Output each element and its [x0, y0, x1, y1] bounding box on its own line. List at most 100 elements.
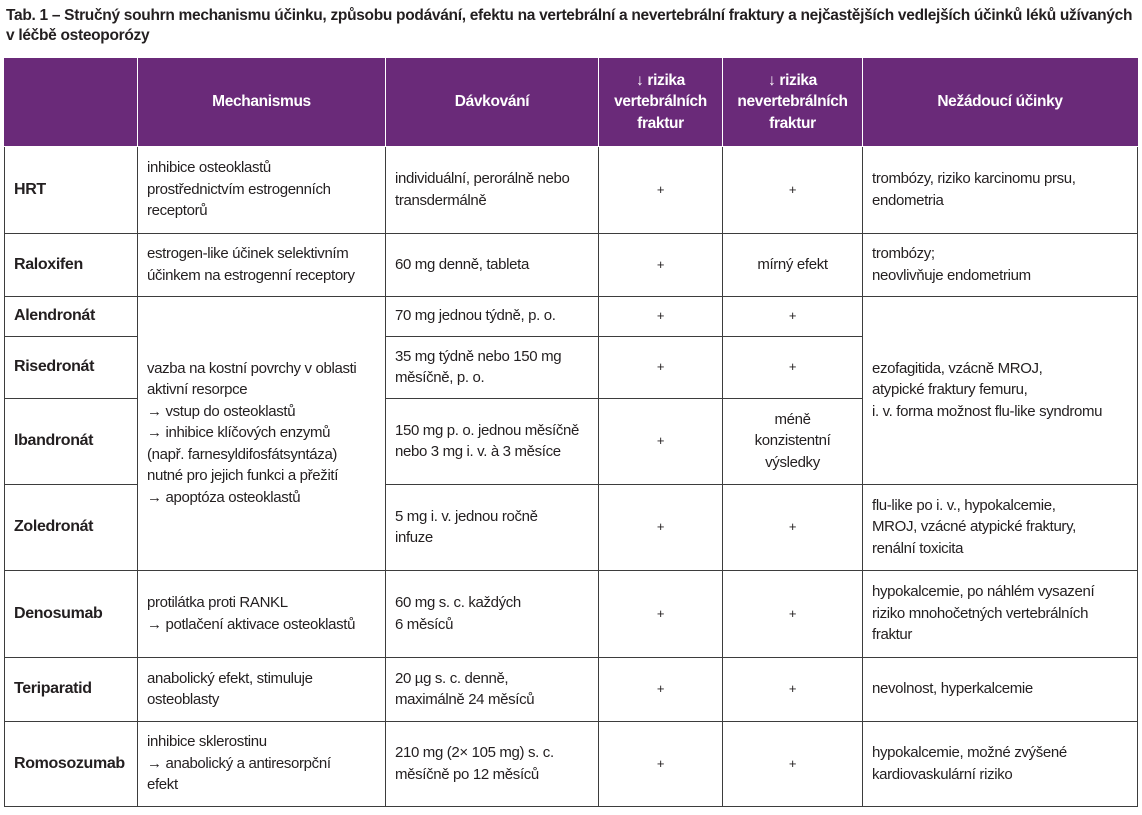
cell-line: 70 mg jednou týdně, p. o.	[395, 307, 556, 325]
nonvertebral-effect: méně konzistentní výsledky	[722, 397, 863, 485]
cell-line: trombózy, riziko karcinomu prsu,	[872, 170, 1076, 187]
header-vertebral-line: ↓ rizika	[636, 71, 685, 89]
nonvertebral-effect: +	[722, 295, 863, 337]
cell-line: → potlačení aktivace osteoklastů	[147, 615, 356, 633]
cell-line: protilátka proti RANKL	[147, 594, 288, 611]
header-adverse-effects: Nežádoucí účinky	[862, 58, 1138, 147]
cell-line: 60 mg s. c. každých	[395, 594, 521, 611]
header-nonvertebral-risk: ↓ rizika nevertebrálních fraktur	[722, 58, 863, 147]
cell-line: fraktur	[872, 626, 913, 644]
drug-name: Risedronát	[4, 335, 138, 399]
vertebral-effect: +	[598, 656, 723, 722]
cell-line: → apoptóza osteoklastů	[147, 488, 301, 506]
vertebral-effect: +	[598, 232, 723, 297]
cell-line: → vstup do osteoklastů	[147, 402, 296, 420]
cell-line: trombózy;	[872, 245, 935, 262]
table-row-hrt: HRT inhibice osteoklastů prostřednictvím…	[4, 145, 1138, 234]
cell-line: anabolický efekt, stimuluje	[147, 669, 313, 687]
cell-line: nutné pro jejich funkci a přežití	[147, 467, 339, 485]
adverse-cell: hypokalcemie, po náhlém vysazení riziko …	[862, 569, 1138, 658]
cell-line: flu-like po i. v., hypokalcemie,	[872, 496, 1056, 514]
header-nonvertebral-line: fraktur	[769, 114, 816, 132]
table-row-romosozumab: Romosozumab inhibice sklerostinu → anabo…	[4, 720, 1138, 807]
cell-line: 60 mg denně, tableta	[395, 255, 529, 273]
nonvertebral-effect: +	[722, 720, 863, 807]
bisphosphonates-mechanism-cell: vazba na kostní povrchy v oblasti aktivn…	[137, 295, 386, 571]
nonvertebral-effect: +	[722, 335, 863, 399]
nonvertebral-effect: +	[722, 145, 863, 234]
cell-line: 20 µg s. c. denně,	[395, 669, 509, 687]
table-caption: Tab. 1 – Stručný souhrn mechanismu účink…	[6, 7, 1133, 44]
dosage-cell: 20 µg s. c. denně, maximálně 24 měsíců	[385, 656, 599, 722]
dosage-cell: individuální, perorálně nebo transdermál…	[385, 145, 599, 234]
cell-line: 6 měsíců	[395, 615, 454, 633]
cell-line: méně	[774, 410, 811, 428]
nonvertebral-effect: +	[722, 569, 863, 658]
table-row-alendronat: Alendronát vazba na kostní povrchy v obl…	[4, 295, 1138, 571]
drug-name: Denosumab	[4, 569, 138, 658]
cell-line: riziko mnohočetných vertebrálních	[872, 604, 1089, 622]
cell-line: inhibice osteoklastů	[147, 159, 271, 177]
drug-name: Raloxifen	[4, 232, 138, 297]
cell-line: → anabolický a antiresorpční	[147, 754, 331, 772]
dosage-cell: 60 mg denně, tableta	[385, 232, 599, 297]
table-row-raloxifen: Raloxifen estrogen-like účinek selektivn…	[4, 232, 1138, 297]
cell-line: konzistentní	[754, 432, 831, 450]
header-mechanism: Mechanismus	[137, 58, 386, 147]
cell-line: neovlivňuje endometrium	[872, 266, 1031, 284]
cell-line: i. v. forma možnost flu-like syndromu	[872, 402, 1103, 420]
cell-line: nevolnost, hyperkalcemie	[872, 680, 1033, 698]
vertebral-effect: +	[598, 397, 723, 485]
nonvertebral-effect: mírný efekt	[722, 232, 863, 297]
cell-line: mírný efekt	[757, 255, 828, 273]
mechanism-cell: protilátka proti RANKL → potlačení aktiv…	[137, 569, 386, 658]
header-vertebral-risk: ↓ rizika vertebrálních fraktur	[598, 58, 723, 147]
cell-line: výsledky	[765, 453, 820, 471]
cell-line: nebo 3 mg i. v. à 3 měsíce	[395, 443, 561, 460]
cell-line: kardiovaskulární riziko	[872, 765, 1013, 783]
cell-line: 150 mg p. o. jednou měsíčně	[395, 421, 580, 439]
vertebral-effect: +	[598, 720, 723, 807]
vertebral-effect: +	[598, 569, 723, 658]
cell-line: maximálně 24 měsíců	[395, 691, 535, 708]
header-dosage: Dávkování	[385, 58, 599, 147]
adverse-cell: hypokalcemie, možné zvýšené kardiovaskul…	[862, 720, 1138, 807]
dosage-cell: 150 mg p. o. jednou měsíčně nebo 3 mg i.…	[385, 397, 599, 485]
cell-line: měsíčně, p. o.	[395, 369, 485, 386]
cell-line: receptorů	[147, 202, 208, 220]
vertebral-effect: +	[598, 335, 723, 399]
cell-line: prostřednictvím estrogenních	[147, 180, 331, 198]
drug-name: Romosozumab	[4, 720, 138, 807]
cell-line: estrogen-like účinek selektivním	[147, 245, 349, 262]
dosage-cell: 70 mg jednou týdně, p. o.	[385, 295, 599, 337]
mechanism-cell: anabolický efekt, stimuluje osteoblasty	[137, 656, 386, 722]
cell-line: MROJ, vzácné atypické fraktury,	[872, 518, 1076, 536]
cell-line: 35 mg týdně nebo 150 mg	[395, 347, 562, 365]
header-vertebral-line: fraktur	[637, 114, 684, 132]
vertebral-effect: +	[598, 295, 723, 337]
cell-line: osteoblasty	[147, 691, 220, 708]
mechanism-cell: inhibice sklerostinu → anabolický a anti…	[137, 720, 386, 807]
nonvertebral-effect: +	[722, 483, 863, 571]
adverse-cell: flu-like po i. v., hypokalcemie, MROJ, v…	[862, 483, 1138, 571]
bisphosphonates-adverse-cell: ezofagitida, vzácně MROJ, atypické frakt…	[862, 295, 1138, 485]
table-row-denosumab: Denosumab protilátka proti RANKL → potla…	[4, 569, 1138, 658]
header-nonvertebral-line: ↓ rizika	[768, 71, 817, 89]
dosage-cell: 5 mg i. v. jednou ročně infuze	[385, 483, 599, 571]
table-row-risedronat: Risedronát 35 mg týdně nebo 150 mg měsíč…	[4, 335, 1138, 399]
vertebral-effect: +	[598, 145, 723, 234]
nonvertebral-effect: +	[722, 656, 863, 722]
dosage-cell: 60 mg s. c. každých 6 měsíců	[385, 569, 599, 658]
mechanism-cell: inhibice osteoklastů prostřednictvím est…	[137, 145, 386, 234]
drug-name: Teriparatid	[4, 656, 138, 722]
cell-line: měsíčně po 12 měsíců	[395, 765, 539, 783]
vertebral-effect: +	[598, 483, 723, 571]
header-nonvertebral-line: nevertebrálních	[737, 93, 848, 110]
header-drug	[4, 58, 138, 147]
cell-line: ezofagitida, vzácně MROJ,	[872, 359, 1043, 377]
cell-line: atypické fraktury femuru,	[872, 381, 1028, 399]
drug-name: Ibandronát	[4, 397, 138, 485]
cell-line: 5 mg i. v. jednou ročně	[395, 507, 538, 525]
mechanism-cell: estrogen-like účinek selektivním účinkem…	[137, 232, 386, 297]
adverse-cell: trombózy, riziko karcinomu prsu, endomet…	[862, 145, 1138, 234]
